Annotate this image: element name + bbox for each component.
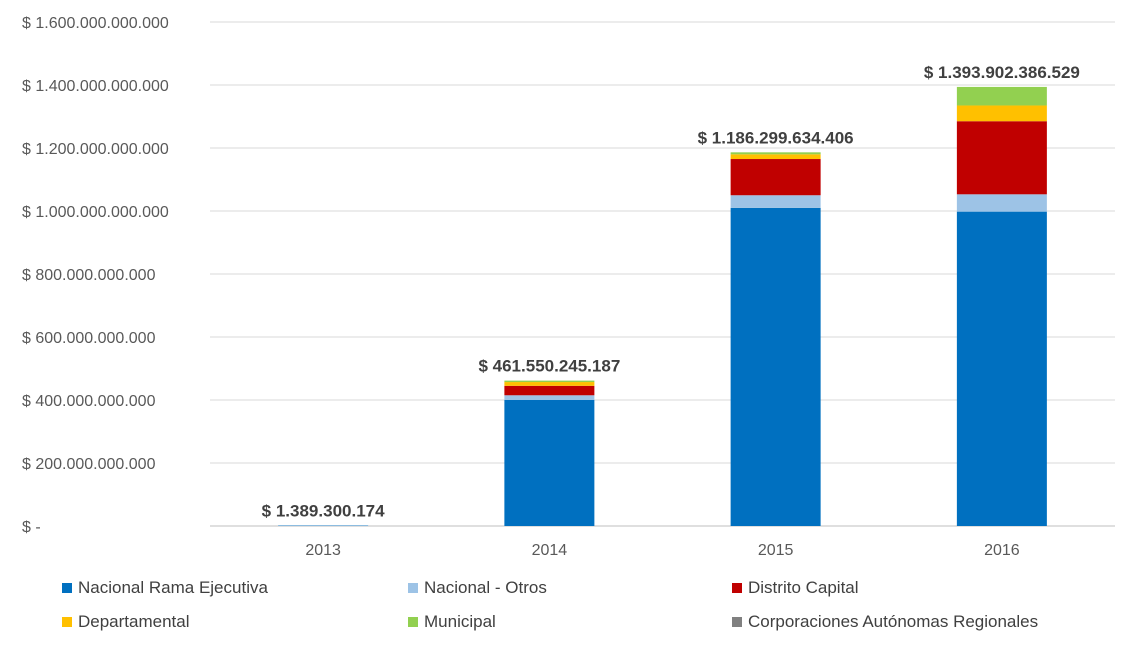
legend-swatch — [732, 617, 742, 627]
x-tick-label: 2014 — [532, 542, 568, 559]
bar-segment — [504, 380, 595, 383]
legend-swatch — [408, 583, 418, 593]
legend-label: Nacional Rama Ejecutiva — [78, 578, 268, 597]
legend-label: Distrito Capital — [748, 578, 859, 597]
x-tick-label: 2016 — [984, 542, 1020, 559]
legend-item: Nacional - Otros — [408, 578, 547, 598]
legend-swatch — [62, 617, 72, 627]
legend-item: Distrito Capital — [732, 578, 859, 598]
total-label: $ 1.393.902.386.529 — [924, 63, 1080, 82]
bar-segment — [956, 121, 1047, 195]
y-axis: $ - $ 200.000.000.000 $ 400.000.000.000 $ 6… — [22, 15, 169, 536]
bar-segment — [730, 159, 821, 196]
bar-segment — [504, 385, 595, 396]
legend-item: Departamental — [62, 612, 190, 632]
legend-label: Municipal — [424, 612, 496, 631]
legend: Nacional Rama Ejecutiva Nacional - Otros D… — [62, 576, 1132, 646]
legend-item: Municipal — [408, 612, 496, 632]
bar-segment — [956, 86, 1047, 106]
y-tick-label: $ 1.200.000.000.000 — [22, 141, 169, 158]
bar-segment — [730, 152, 821, 155]
bar-segment — [730, 154, 821, 160]
legend-label: Nacional - Otros — [424, 578, 547, 597]
bar-segment — [956, 211, 1047, 526]
y-tick-label: $ - — [22, 519, 41, 536]
y-tick-label: $ 1.600.000.000.000 — [22, 15, 169, 32]
gridlines — [210, 21, 1115, 527]
bar-segment — [956, 105, 1047, 122]
bar-segment — [730, 207, 821, 526]
y-tick-label: $ 1.400.000.000.000 — [22, 78, 169, 95]
stacked-bar-chart: $ - $ 200.000.000.000 $ 400.000.000.000 $ 6… — [22, 15, 1115, 559]
y-tick-label: $ 400.000.000.000 — [22, 393, 156, 410]
y-tick-label: $ 200.000.000.000 — [22, 456, 156, 473]
y-tick-label: $ 600.000.000.000 — [22, 330, 156, 347]
bar-segment — [956, 194, 1047, 212]
total-label: $ 461.550.245.187 — [478, 357, 620, 376]
bar-segment — [504, 382, 595, 386]
bars — [278, 86, 1047, 526]
y-tick-label: $ 800.000.000.000 — [22, 267, 156, 284]
legend-swatch — [408, 617, 418, 627]
total-labels: $ 1.389.300.174 $ 461.550.245.187 $ 1.186.… — [262, 63, 1080, 521]
y-tick-label: $ 1.000.000.000.000 — [22, 204, 169, 221]
bar-segment — [504, 395, 595, 400]
legend-label: Departamental — [78, 612, 190, 631]
x-tick-label: 2013 — [305, 542, 341, 559]
x-tick-label: 2015 — [758, 542, 794, 559]
legend-label: Corporaciones Autónomas Regionales — [748, 612, 1039, 631]
legend-item: Corporaciones Autónomas Regionales — [732, 612, 1038, 632]
bar-segment — [730, 195, 821, 208]
legend-swatch — [62, 583, 72, 593]
bar-segment — [504, 400, 595, 526]
total-label: $ 1.186.299.634.406 — [698, 128, 854, 147]
x-axis: 2013 2014 2015 2016 — [305, 542, 1019, 559]
legend-item: Nacional Rama Ejecutiva — [62, 578, 268, 598]
legend-swatch — [732, 583, 742, 593]
total-label: $ 1.389.300.174 — [262, 502, 385, 521]
